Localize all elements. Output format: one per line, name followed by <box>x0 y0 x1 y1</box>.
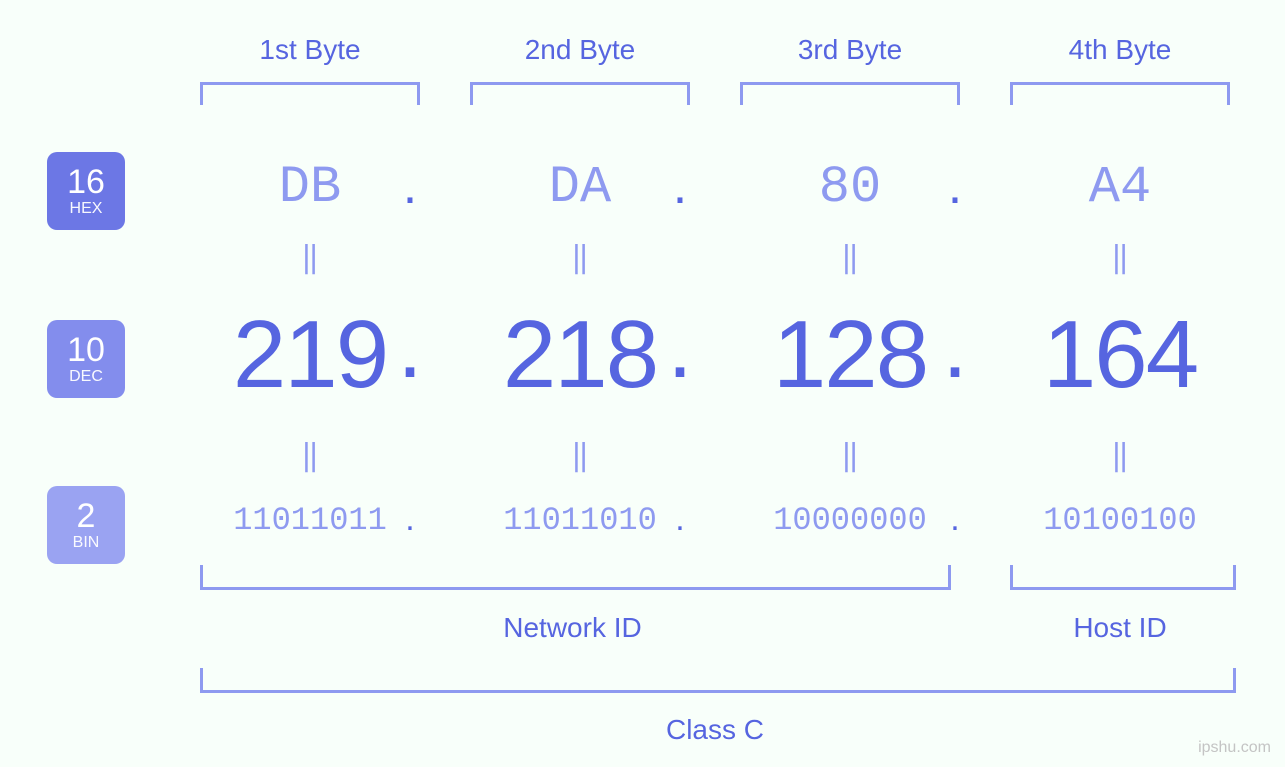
host-id-bracket <box>1010 565 1236 590</box>
top-bracket-1 <box>200 82 420 105</box>
badge-bin: 2 BIN <box>47 486 125 564</box>
equals-2-3: ‖ <box>830 438 870 475</box>
byte-header-1: 1st Byte <box>200 34 420 66</box>
equals-1-1: ‖ <box>290 240 330 277</box>
hex-val-3: 80 <box>740 158 960 217</box>
equals-2-2: ‖ <box>560 438 600 475</box>
dec-val-1: 219 <box>200 300 420 410</box>
bin-val-4: 10100100 <box>1000 502 1240 539</box>
dec-val-3: 128 <box>740 300 960 410</box>
byte-header-2: 2nd Byte <box>470 34 690 66</box>
host-id-label: Host ID <box>1010 612 1230 644</box>
class-label: Class C <box>200 714 1230 746</box>
hex-val-1: DB <box>200 158 420 217</box>
top-bracket-4 <box>1010 82 1230 105</box>
hex-dot-1: . <box>395 156 425 216</box>
equals-1-4: ‖ <box>1100 240 1140 277</box>
bin-val-3: 10000000 <box>730 502 970 539</box>
dec-dot-3: . <box>935 296 975 399</box>
equals-2-1: ‖ <box>290 438 330 475</box>
top-bracket-3 <box>740 82 960 105</box>
network-id-label: Network ID <box>200 612 945 644</box>
class-bracket <box>200 668 1236 693</box>
badge-bin-num: 2 <box>77 499 96 533</box>
badge-hex-label: HEX <box>70 201 103 217</box>
bin-val-2: 11011010 <box>460 502 700 539</box>
byte-header-3: 3rd Byte <box>740 34 960 66</box>
equals-2-4: ‖ <box>1100 438 1140 475</box>
dec-dot-1: . <box>390 296 430 399</box>
network-id-bracket <box>200 565 951 590</box>
hex-dot-2: . <box>665 156 695 216</box>
badge-dec-num: 10 <box>67 333 105 367</box>
bin-dot-2: . <box>665 500 695 539</box>
bin-val-1: 11011011 <box>190 502 430 539</box>
equals-1-3: ‖ <box>830 240 870 277</box>
dec-val-2: 218 <box>470 300 690 410</box>
badge-dec: 10 DEC <box>47 320 125 398</box>
top-bracket-2 <box>470 82 690 105</box>
byte-header-4: 4th Byte <box>1010 34 1230 66</box>
badge-dec-label: DEC <box>69 369 103 385</box>
badge-hex: 16 HEX <box>47 152 125 230</box>
dec-val-4: 164 <box>1010 300 1230 410</box>
hex-dot-3: . <box>940 156 970 216</box>
hex-val-2: DA <box>470 158 690 217</box>
dec-dot-2: . <box>660 296 700 399</box>
equals-1-2: ‖ <box>560 240 600 277</box>
watermark: ipshu.com <box>1198 739 1271 757</box>
badge-bin-label: BIN <box>73 535 100 551</box>
bin-dot-1: . <box>395 500 425 539</box>
badge-hex-num: 16 <box>67 165 105 199</box>
hex-val-4: A4 <box>1010 158 1230 217</box>
bin-dot-3: . <box>940 500 970 539</box>
